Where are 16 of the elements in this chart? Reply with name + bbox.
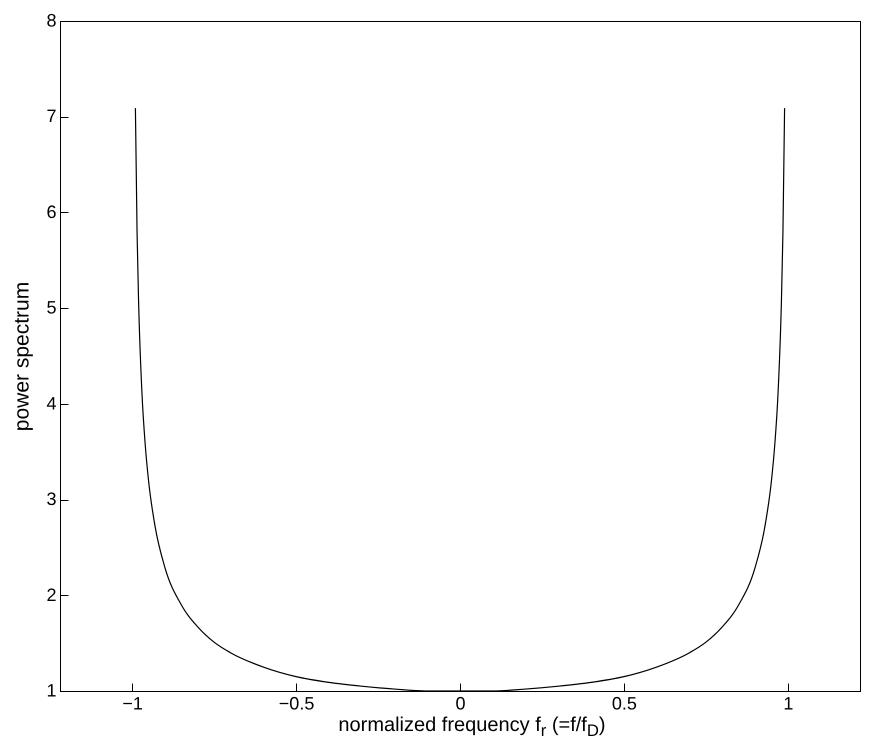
y-tick-label: 6 (46, 202, 56, 222)
y-axis-title: power spectrum (10, 282, 34, 432)
y-tick-label: 7 (46, 106, 56, 126)
x-tick-label: 1 (783, 694, 794, 714)
x-tick-label: −1 (122, 694, 143, 714)
y-tick-label: 8 (46, 10, 56, 30)
x-tick-label: 0 (455, 694, 466, 714)
x-axis-title: normalized frequency f$_{r}$ (=f/f$_{D}$) (337, 714, 607, 741)
y-tick-label: 2 (46, 584, 56, 605)
y-tick-label: 5 (46, 298, 56, 318)
x-tick-label: 0.5 (612, 694, 637, 714)
y-tick-label: 3 (46, 489, 56, 510)
line-series (134, 108, 786, 691)
y-tick-label: 4 (46, 393, 56, 414)
y-tick-label: 1 (46, 680, 56, 700)
x-tick-label: −0.5 (278, 694, 314, 714)
